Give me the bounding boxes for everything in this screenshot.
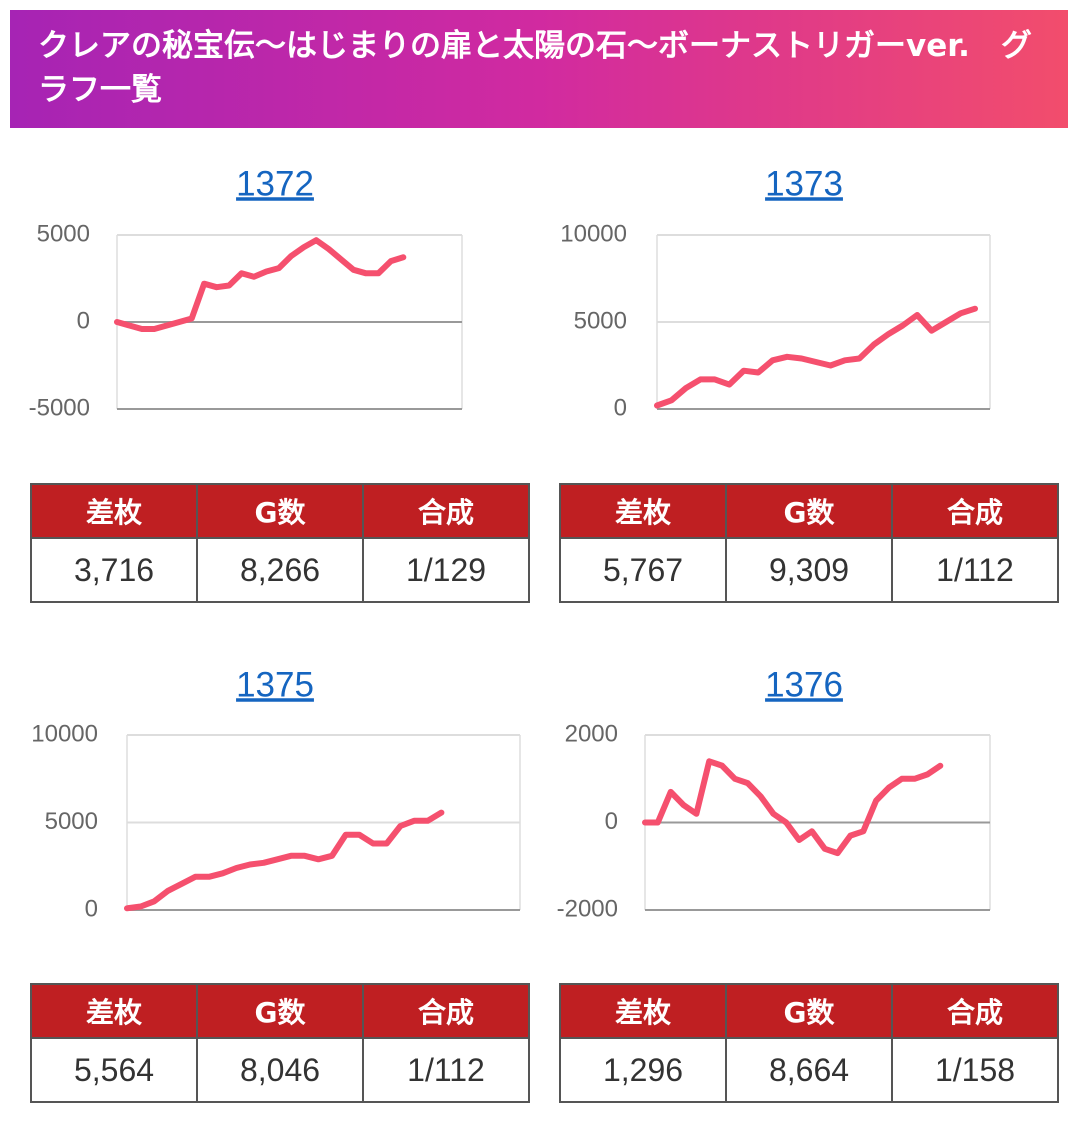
page-title: クレアの秘宝伝〜はじまりの扉と太陽の石〜ボーナストリガーver. グラフ一覧: [10, 10, 1068, 128]
table-cell: G数: [196, 483, 364, 539]
table-cell: G数: [725, 983, 893, 1039]
data-line: [654, 305, 978, 409]
table-cell: 合成: [362, 983, 530, 1039]
y-tick-label: 0: [77, 307, 90, 334]
table-header: 差枚 G数 合成: [30, 983, 530, 1039]
table-row: 5,767 9,309 1/112: [559, 537, 1059, 603]
table-cell: 合成: [362, 483, 530, 539]
y-tick-label: 0: [85, 895, 98, 922]
table-cell: 差枚: [30, 483, 198, 539]
stats-table: 差枚 G数 合成 5,564 8,046 1/112: [30, 983, 530, 1103]
chart-title[interactable]: 1376: [765, 665, 843, 704]
y-tick-label: -2000: [557, 895, 618, 922]
table-cell: 1/112: [362, 1037, 530, 1103]
chart-title[interactable]: 1373: [765, 164, 843, 203]
table-cell: 8,664: [725, 1037, 893, 1103]
y-tick-label: 2000: [565, 720, 618, 747]
table-row: 5,564 8,046 1/112: [30, 1037, 530, 1103]
table-cell: 3,716: [30, 537, 198, 603]
table-cell: 8,046: [196, 1037, 364, 1103]
stats-table: 差枚 G数 合成 3,716 8,266 1/129: [30, 483, 530, 603]
table-cell: 1/112: [891, 537, 1059, 603]
y-tick-label: 5000: [45, 808, 98, 835]
table-cell: 差枚: [30, 983, 198, 1039]
table-cell: 1/158: [891, 1037, 1059, 1103]
table-cell: G数: [725, 483, 893, 539]
table-row: 1,296 8,664 1/158: [559, 1037, 1059, 1103]
table-cell: 合成: [891, 483, 1059, 539]
y-tick-label: 0: [605, 808, 618, 835]
y-tick-label: 10000: [31, 720, 98, 747]
table-cell: 1/129: [362, 537, 530, 603]
table-cell: 差枚: [559, 983, 727, 1039]
table-cell: 合成: [891, 983, 1059, 1039]
y-tick-label: 5000: [37, 220, 90, 247]
table-row: 3,716 8,266 1/129: [30, 537, 530, 603]
table-header: 差枚 G数 合成: [30, 483, 530, 539]
stats-table: 差枚 G数 合成 5,767 9,309 1/112: [559, 483, 1059, 603]
table-header: 差枚 G数 合成: [559, 483, 1059, 539]
table-cell: 5,564: [30, 1037, 198, 1103]
table-cell: G数: [196, 983, 364, 1039]
y-tick-label: 5000: [574, 307, 627, 334]
chart-title[interactable]: 1375: [236, 665, 314, 704]
table-cell: 8,266: [196, 537, 364, 603]
table-header: 差枚 G数 合成: [559, 983, 1059, 1039]
y-tick-label: -5000: [29, 394, 90, 421]
table-cell: 1,296: [559, 1037, 727, 1103]
table-cell: 差枚: [559, 483, 727, 539]
data-line: [124, 809, 445, 912]
y-tick-label: 0: [614, 394, 627, 421]
data-line: [114, 237, 407, 332]
table-cell: 9,309: [725, 537, 893, 603]
table-cell: 5,767: [559, 537, 727, 603]
stats-table: 差枚 G数 合成 1,296 8,664 1/158: [559, 983, 1059, 1103]
chart-title[interactable]: 1372: [236, 164, 314, 203]
data-line: [642, 758, 944, 857]
y-tick-label: 10000: [560, 220, 627, 247]
